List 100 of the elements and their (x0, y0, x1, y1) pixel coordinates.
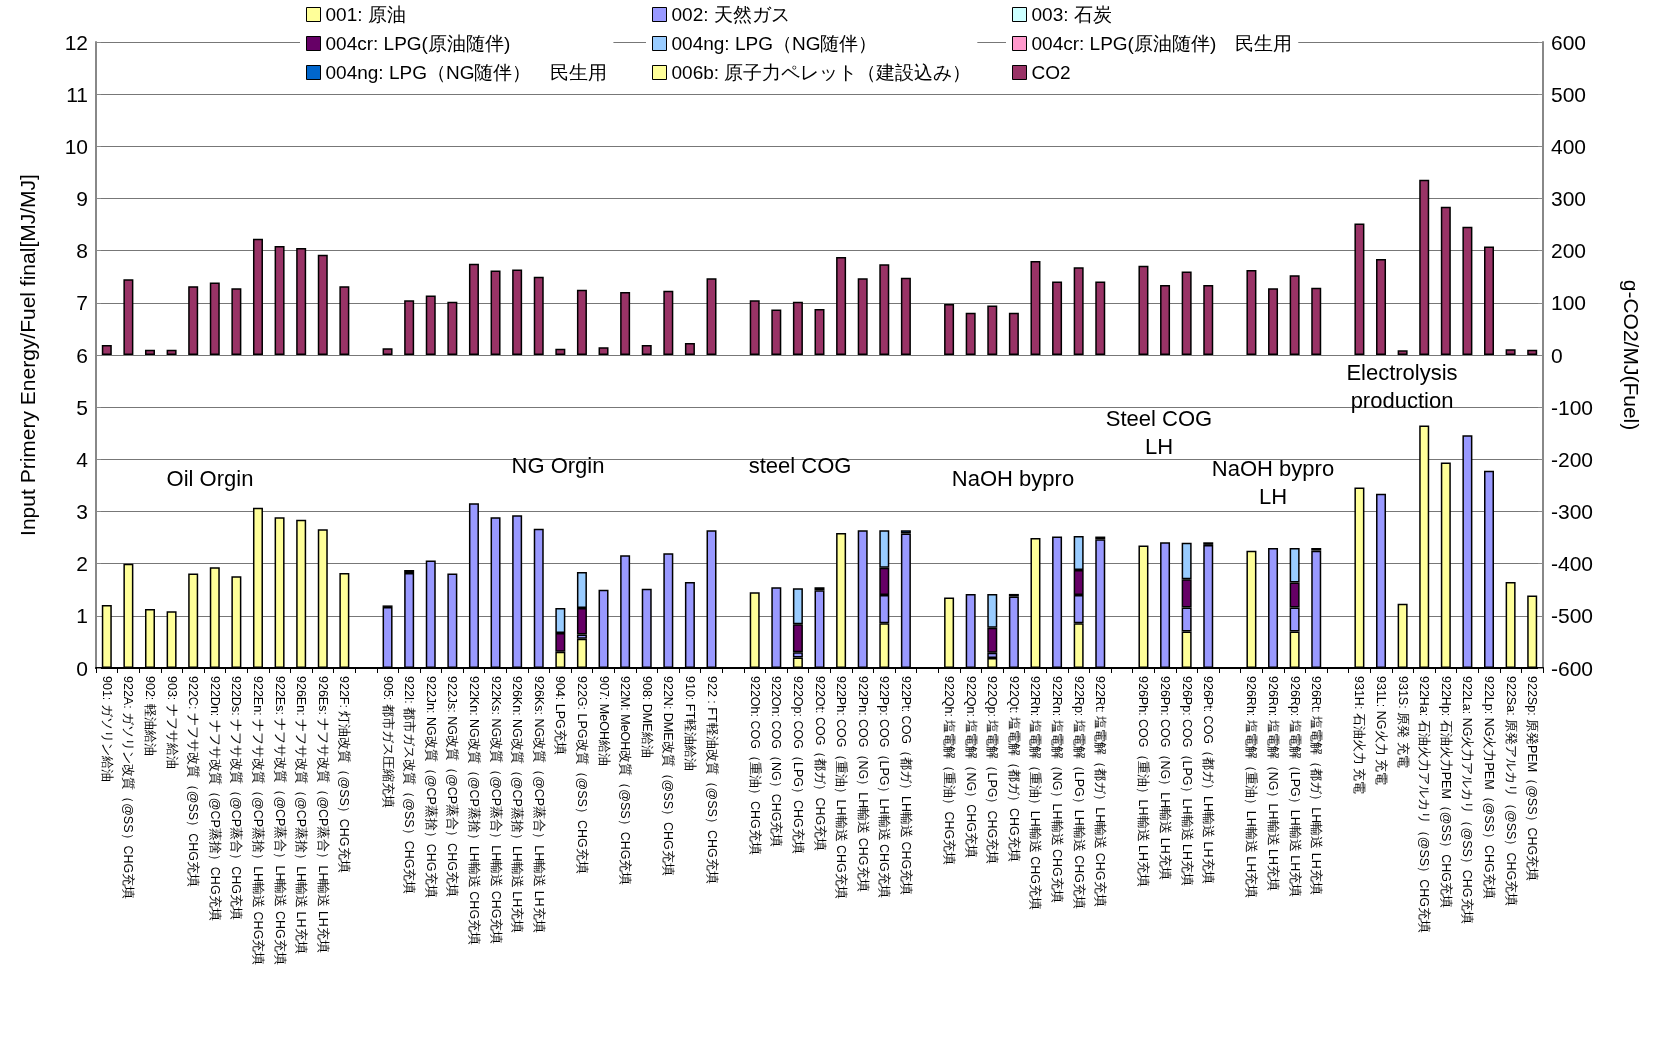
bar (252, 238, 263, 355)
x-tick-label: 926Kn: NG改質（@CP蒸捨）LH輸送 LH充填 (510, 676, 525, 934)
y2-tick-label: -300 (1551, 500, 1594, 523)
y2-tick-label: -400 (1551, 552, 1594, 576)
bar (1181, 271, 1192, 355)
x-tick-label: 926Ph: COG（重油）LH輸送 LH充填 (1136, 676, 1151, 887)
bar (1376, 259, 1387, 355)
bar (1527, 349, 1538, 355)
bar (231, 288, 242, 355)
x-tick-label: 922Pt: COG（都ガ）LH輸送 CHG充填 (898, 676, 913, 896)
bar (1354, 223, 1365, 355)
y2-tick-label: 300 (1551, 187, 1587, 210)
bar (209, 282, 220, 355)
y-tick-label: 3 (76, 500, 88, 523)
x-tick-label: 922Rt: 塩電解（都ガ）LH輸送 CHG充填 (1093, 676, 1108, 907)
y2-tick-label: 200 (1551, 239, 1587, 263)
bar (490, 270, 501, 355)
bar (1095, 281, 1106, 355)
bar (663, 290, 674, 355)
x-tick-label: 926Pn: COG（NG）LH輸送 LH充填 (1158, 676, 1173, 880)
bar (188, 286, 199, 355)
x-tick-label: 922Hp: 石油火力PEM（@SS）CHG充填 (1438, 676, 1453, 909)
x-tick-label: 922Qp: 塩電解（LPG）CHG充填 (985, 676, 1000, 865)
x-tick-label: 922A: ガソリン改質（@SS）CHG充填 (121, 676, 136, 900)
annotation: steel COG (748, 452, 852, 478)
x-tick-label: 922Sa: 原発アルカリ（@SS）CHG充填 (1503, 676, 1518, 907)
x-tick-label: 922Jn: NG改質（@CP蒸捨）CHG充填 (423, 676, 438, 898)
legend-label: 003: 石炭 (1031, 4, 1112, 25)
x-tick-label: 922Rh: 塩電解（重油）LH輸送 CHG充填 (1028, 676, 1043, 911)
bar (771, 309, 782, 355)
bar (317, 254, 328, 355)
legend-label: 006b: 原子力ペレット（建設込み） (671, 62, 972, 83)
x-tick-label: 926Pp: COG（LPG）LH輸送 LH充填 (1179, 676, 1194, 887)
annotation: Steel COG LH (1105, 405, 1213, 459)
x-tick-label: 922Rp: 塩電解（LPG）LH輸送 CHG充填 (1071, 676, 1086, 910)
bar (944, 303, 955, 355)
bar (1289, 275, 1300, 355)
x-tick-label: 922Ph: COG（重油）LH輸送 CHG充填 (834, 676, 849, 899)
legend-label: 004cr: LPG(原油随伴) 民生用 (1031, 33, 1293, 54)
bar (274, 245, 285, 355)
bar (987, 305, 998, 355)
y2-tick-label: -600 (1551, 656, 1594, 680)
x-tick-label: 922La: NG火力アルカリ（@SS）CHG充填 (1460, 676, 1475, 924)
x-tick-label: 922On: COG（NG）CHG充填 (769, 676, 784, 848)
x-tick-label: 926Rp: 塩電解（LPG）LH輸送 LH充填 (1287, 676, 1302, 898)
x-tick-label: 922Oh: COG（重油）CHG充填 (747, 676, 762, 855)
bar (339, 286, 350, 355)
y2-tick-label: -200 (1551, 447, 1594, 471)
x-tick-label: 922Ha: 石油火力アルカリ（@SS）CHG充填 (1417, 676, 1432, 933)
bar (555, 348, 566, 355)
x-tick-label: 905: 都市ガス圧縮充填 (380, 676, 395, 808)
x-tick-label: 922Js: NG改質（@CP蒸合）CHG充填 (445, 676, 460, 897)
bar (598, 347, 609, 355)
legend-label: 004ng: LPG（NG随伴） 民生用 (325, 62, 608, 83)
x-tick-label: 922Ot: COG（都ガ）CHG充填 (812, 676, 827, 852)
bar (792, 301, 803, 355)
y-tick-label: 6 (76, 343, 88, 367)
x-tick-label: 926Es: ナフサ改質（@CP蒸合）LH輸送 LH充填 (315, 676, 330, 953)
x-tick-label: 922Ds: ナフサ改質（@CP蒸合）CHG充填 (229, 676, 244, 920)
y-tick-label: 10 (64, 134, 88, 158)
bar (101, 345, 112, 355)
bar (1030, 261, 1041, 355)
legend-label: CO2 (1031, 62, 1071, 83)
y-tick-label: 7 (76, 291, 88, 315)
bar (1440, 206, 1451, 355)
y2-tick-label: 0 (1551, 343, 1563, 367)
x-tick-label: 908: DME給油 (639, 676, 654, 758)
x-tick-label: 903: ナフサ給油 (164, 676, 179, 769)
y-axis-title: Input Primery Energy/Fuel final[MJ/MJ] (16, 174, 39, 536)
y-tick-label: 12 (64, 30, 88, 54)
bar (900, 277, 911, 355)
bar (1268, 288, 1279, 355)
x-tick-label: 922Pn: COG（NG）LH輸送 CHG充填 (855, 676, 870, 892)
bar (533, 276, 544, 355)
bar (1397, 350, 1408, 355)
x-tick-label: 922Pp: COG（LPG）LH輸送 CHG充填 (877, 676, 892, 898)
x-tick-label: 902: 軽油給油 (142, 676, 157, 756)
x-tick-label: 922Kn: NG改質（@CP蒸捨）LH輸送 CHG充填 (466, 676, 481, 946)
bar (706, 278, 717, 355)
bar (1484, 246, 1495, 355)
bar (684, 343, 695, 355)
y2-tick-label: -500 (1551, 604, 1594, 628)
bar (1203, 285, 1214, 355)
bar (1073, 267, 1084, 355)
x-tick-label: 922 : FT軽油改質（@SS）CHG充填 (704, 676, 719, 884)
x-tick-label: 922Qh: 塩電解（重油）CHG充填 (942, 676, 957, 866)
x-tick-label: 931H: 石油火力 充電 (1352, 676, 1367, 795)
bar (814, 309, 825, 355)
y2-tick-label: 500 (1551, 82, 1587, 106)
x-tick-label: 922Rn: 塩電解（NG）LH輸送 CHG充填 (1050, 676, 1065, 903)
y-tick-label: 0 (76, 656, 88, 680)
x-tick-label: 931L: NG火力 充電 (1374, 676, 1389, 785)
y2-axis-title: g-CO2/MJ(Fuel) (1620, 279, 1643, 431)
x-tick-label: 922Es: ナフサ改質（@CP蒸合）LH輸送 CHG充填 (272, 676, 287, 965)
bar (123, 279, 134, 355)
y2-tick-label: -100 (1551, 395, 1594, 419)
x-tick-label: 922I: 都市ガス改質（@SS）CHG充填 (402, 676, 417, 895)
x-tick-label: 922Qn: 塩電解（NG）CHG充填 (963, 676, 978, 859)
bar (404, 300, 415, 355)
x-tick-label: 901: ガソリン給油 (99, 676, 114, 782)
